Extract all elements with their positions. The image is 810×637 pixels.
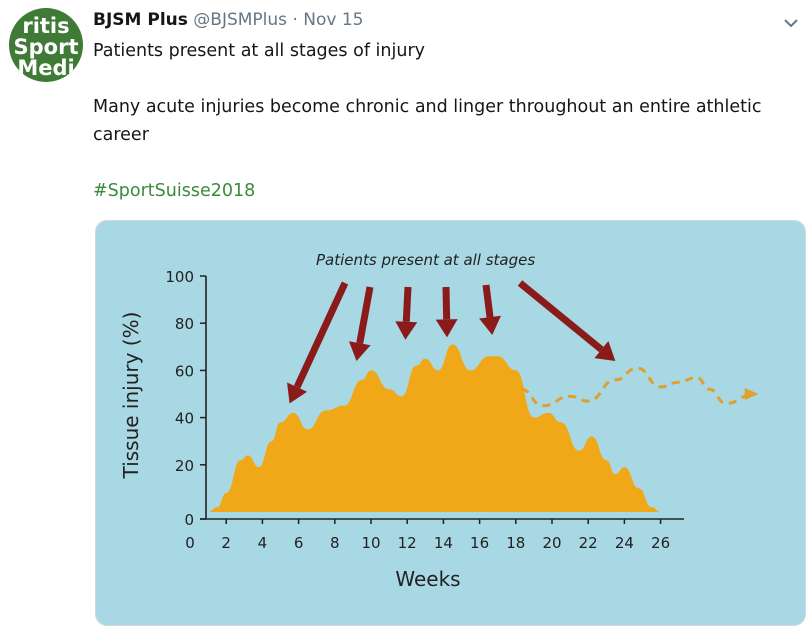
x-tick-label: 10 <box>361 534 380 552</box>
annotation-arrow <box>402 286 412 322</box>
avatar-text: Sport <box>13 35 79 59</box>
dashed-series-chronic <box>520 366 755 408</box>
area-series-acute <box>208 344 661 512</box>
y-tick-label: 20 <box>175 457 194 475</box>
arrowhead-icon <box>744 388 759 400</box>
arrowhead-icon <box>594 341 616 361</box>
x-tick-label: 2 <box>221 534 231 552</box>
arrowhead-icon <box>395 321 418 340</box>
x-tick-label: 6 <box>294 534 304 552</box>
arrowhead-icon <box>348 341 371 361</box>
annotation-arrow <box>356 286 374 344</box>
annotation-arrow <box>293 281 349 389</box>
arrowhead-icon <box>435 319 458 338</box>
x-tick-label: 4 <box>258 534 268 552</box>
x-tick-label: 24 <box>615 534 634 552</box>
y-axis-label: Tissue injury (%) <box>119 312 143 480</box>
y-tick-label: 40 <box>175 410 194 428</box>
separator: · <box>292 10 298 30</box>
x-tick-label: 20 <box>542 534 561 552</box>
annotation-text: Patients present at all stages <box>316 251 535 269</box>
x-tick-label: 26 <box>651 534 670 552</box>
tweet-text-line: career <box>93 125 149 145</box>
tweet-header: BJSM Plus @BJSMPlus · Nov 15 <box>93 10 363 30</box>
y-tick-label: 80 <box>175 315 194 333</box>
hashtag-link[interactable]: #SportSuisse2018 <box>93 181 256 201</box>
x-tick-label: 18 <box>506 534 525 552</box>
y-tick-label: 60 <box>175 362 194 380</box>
x-tick-label: 14 <box>434 534 453 552</box>
author-name[interactable]: BJSM Plus <box>93 10 188 30</box>
x-tick-label: 8 <box>330 534 340 552</box>
x-tick-label: 0 <box>185 534 195 552</box>
tweet-text-line: Patients present at all stages of injury <box>93 41 426 61</box>
avatar-text: Medi <box>17 56 75 80</box>
y-tick-label: 100 <box>165 268 194 286</box>
tweet-date[interactable]: Nov 15 <box>303 10 364 30</box>
tweet-text-line: Many acute injuries become chronic and l… <box>93 97 762 117</box>
x-axis-label: Weeks <box>395 567 460 591</box>
x-tick-label: 12 <box>398 534 417 552</box>
avatar-text: ritis <box>22 14 70 38</box>
arrowhead-icon <box>287 382 308 404</box>
x-tick-label: 16 <box>470 534 489 552</box>
author-handle[interactable]: @BJSMPlus <box>193 10 288 30</box>
annotation-arrow <box>517 280 604 353</box>
avatar[interactable]: ritis Sport Medi <box>9 8 83 82</box>
x-tick-label: 22 <box>579 534 598 552</box>
chevron-down-icon[interactable] <box>782 14 800 32</box>
y-tick-label: 0 <box>184 511 194 529</box>
annotation-arrow <box>442 286 451 320</box>
tweet-image[interactable]: Patients present at all stages Weeks Tis… <box>95 220 806 626</box>
annotation-arrow <box>482 284 494 318</box>
chart: Patients present at all stages Weeks Tis… <box>119 251 759 591</box>
arrowhead-icon <box>479 315 501 335</box>
